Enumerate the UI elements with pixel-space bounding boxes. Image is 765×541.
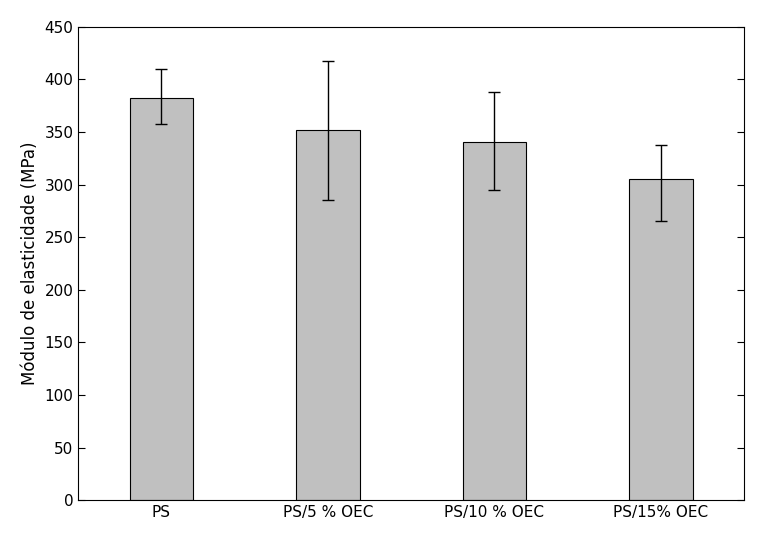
Bar <box>463 142 526 500</box>
Bar <box>296 130 360 500</box>
Y-axis label: Módulo de elasticidade (MPa): Módulo de elasticidade (MPa) <box>21 142 39 385</box>
Bar <box>630 180 692 500</box>
Bar <box>130 98 193 500</box>
